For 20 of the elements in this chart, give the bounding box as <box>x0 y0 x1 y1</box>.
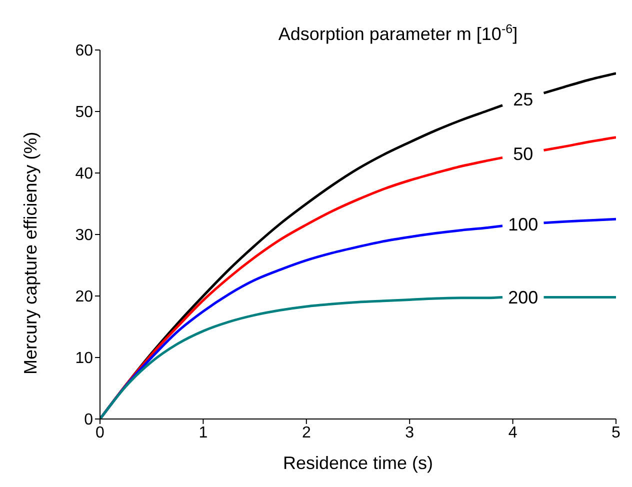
x-tick-label: 5 <box>612 424 621 442</box>
y-tick-label: 50 <box>75 104 94 122</box>
y-tick-label: 40 <box>75 166 94 183</box>
x-tick-label: 2 <box>302 424 311 442</box>
x-tick-label: 1 <box>198 424 208 442</box>
y-tick-label: 60 <box>75 42 94 60</box>
legend-title: Adsorption parameter m [10$^{-6}$] <box>278 22 518 44</box>
x-tick-label: 0 <box>96 424 105 442</box>
y-tick-label: 30 <box>75 227 94 244</box>
series-label: 200 <box>508 288 538 308</box>
x-tick-label: 3 <box>405 424 414 442</box>
series-label: 100 <box>508 214 538 235</box>
series-label: 50 <box>513 144 534 164</box>
y-tick-label: 0 <box>84 412 94 429</box>
x-tick-label: 4 <box>508 424 518 442</box>
y-axis-title: Mercury capture efficiency (%) <box>20 132 40 374</box>
y-tick-label: 20 <box>75 288 94 306</box>
x-axis-title: Residence time (s) <box>282 453 434 473</box>
series-label: 25 <box>513 90 534 110</box>
y-tick-label: 10 <box>75 350 94 368</box>
